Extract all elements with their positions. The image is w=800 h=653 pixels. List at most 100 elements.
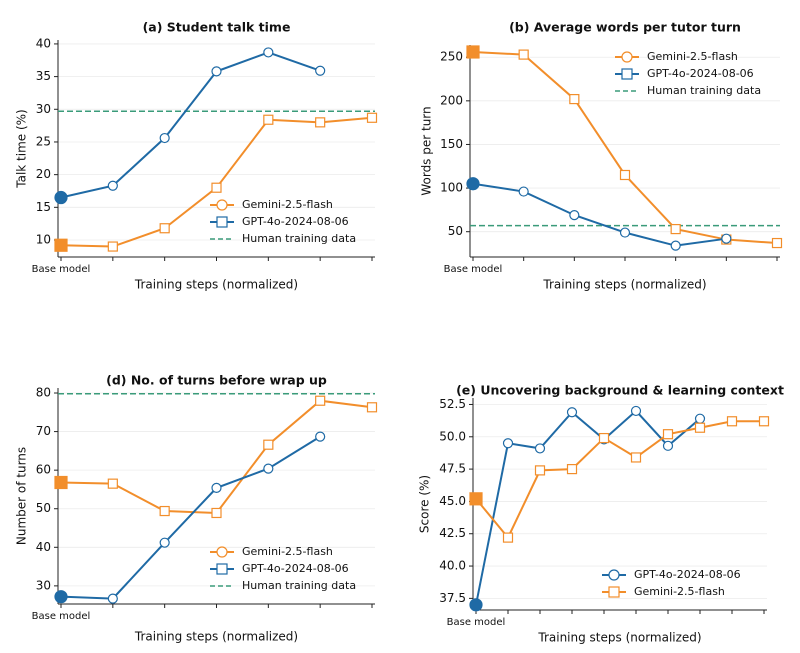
data-point [694, 422, 706, 433]
data-point [466, 177, 480, 191]
series-line [475, 409, 701, 606]
data-point [263, 114, 274, 125]
y-tick-label: 20 [36, 167, 51, 181]
series-line [472, 50, 778, 245]
data-point [159, 132, 170, 144]
data-point [366, 112, 378, 123]
y-tick-label: 30 [36, 578, 51, 592]
data-point [469, 598, 483, 612]
data-point [107, 478, 118, 489]
y-tick-label: 150 [440, 137, 463, 151]
legend-label: Gemini-2.5-flash [242, 545, 333, 558]
y-tick-label: 40.0 [439, 559, 466, 573]
data-point [263, 439, 274, 450]
y-axis-label: Words per turn [420, 106, 434, 195]
y-tick-label: 40 [36, 36, 51, 50]
legend-label: Human training data [647, 84, 761, 97]
chart-title: (a) Student talk time [143, 20, 291, 35]
chart-title: (d) No. of turns before wrap up [106, 373, 327, 388]
data-point [569, 210, 580, 221]
data-point [518, 186, 529, 197]
data-point [263, 463, 274, 474]
y-tick-label: 15 [36, 200, 51, 214]
data-point [211, 182, 222, 193]
legend-label: Human training data [242, 579, 356, 592]
legend-label: Gemini-2.5-flash [634, 585, 725, 598]
series-line [60, 51, 321, 199]
data-point [502, 438, 514, 449]
data-point [569, 93, 580, 105]
data-point [466, 45, 480, 59]
data-point [566, 407, 578, 418]
data-point [211, 482, 222, 493]
data-point [315, 65, 326, 76]
legend-marker [216, 216, 228, 228]
x-tick-label: Base model [32, 611, 91, 622]
legend-marker [621, 51, 633, 63]
series-line [475, 420, 764, 540]
data-point [726, 416, 738, 427]
legend-label: Gemini-2.5-flash [647, 50, 738, 63]
data-point [670, 223, 681, 235]
x-axis-label: Training steps (normalized) [542, 278, 706, 292]
data-point [54, 590, 68, 604]
y-tick-label: 50 [448, 224, 463, 238]
y-tick-label: 250 [440, 50, 463, 64]
y-tick-label: 52.5 [439, 397, 466, 411]
y-axis-label: Score (%) [418, 475, 432, 533]
data-point [662, 429, 674, 440]
data-point [566, 463, 578, 475]
x-tick-label: Base model [447, 617, 506, 628]
legend-marker [608, 569, 620, 581]
data-point [211, 507, 222, 519]
data-point [54, 190, 68, 205]
y-tick-label: 42.5 [439, 526, 466, 540]
data-point [534, 465, 546, 476]
data-point [670, 240, 681, 251]
y-tick-label: 80 [36, 386, 51, 400]
series-line [60, 435, 321, 600]
legend-label: GPT-4o-2024-08-06 [634, 568, 741, 581]
data-point [211, 66, 222, 77]
y-tick-label: 45.0 [439, 494, 466, 508]
y-tick-label: 35 [36, 69, 51, 83]
x-axis-label: Training steps (normalized) [537, 631, 701, 645]
series-line [472, 182, 727, 247]
x-tick-label: Base model [32, 264, 91, 275]
legend-marker [216, 199, 228, 211]
y-tick-label: 10 [36, 233, 51, 247]
y-axis-label: Number of turns [15, 447, 29, 545]
y-tick-label: 200 [440, 93, 463, 107]
y-tick-label: 47.5 [439, 462, 466, 476]
legend-label: Gemini-2.5-flash [242, 198, 333, 211]
data-point [534, 443, 546, 454]
data-point [721, 233, 732, 244]
y-tick-label: 60 [36, 463, 51, 477]
data-point [619, 227, 631, 238]
data-point [502, 532, 514, 543]
legend-label: GPT-4o-2024-08-06 [242, 562, 349, 575]
legend-marker [216, 563, 228, 575]
series-line [60, 399, 373, 514]
legend-marker [621, 68, 633, 80]
x-tick-label: Base model [444, 264, 503, 275]
data-point [630, 452, 642, 463]
y-tick-label: 50 [36, 501, 51, 515]
data-point [107, 180, 118, 191]
data-point [54, 238, 68, 252]
data-point [758, 416, 770, 427]
x-axis-label: Training steps (normalized) [134, 630, 298, 644]
data-point [159, 223, 170, 234]
data-point [694, 413, 706, 424]
y-axis-label: Talk time (%) [15, 109, 29, 189]
data-point [159, 505, 170, 517]
chart-title: (b) Average words per tutor turn [509, 20, 741, 35]
y-tick-label: 25 [36, 134, 51, 148]
y-tick-label: 70 [36, 424, 51, 438]
data-point [107, 241, 118, 252]
y-tick-label: 40 [36, 540, 51, 554]
data-point [315, 117, 326, 128]
chart-title: (e) Uncovering background & learning con… [456, 383, 784, 398]
data-point [518, 49, 529, 60]
